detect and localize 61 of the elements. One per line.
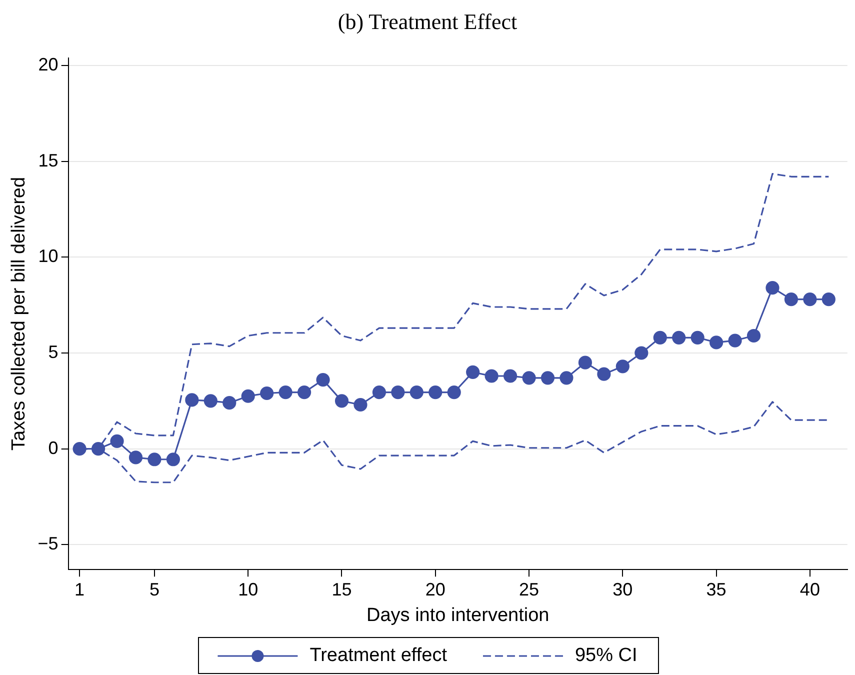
- point: [354, 398, 368, 412]
- point: [540, 371, 555, 385]
- point: [372, 385, 386, 400]
- point: [166, 452, 180, 466]
- chart-title: (b) Treatment Effect: [336, 8, 518, 36]
- point: [746, 328, 761, 343]
- x-tick-label: 20: [425, 579, 446, 600]
- x-tick-label: 25: [519, 579, 540, 600]
- point: [391, 385, 405, 400]
- point: [204, 394, 218, 408]
- x-tick-label: 35: [706, 579, 726, 600]
- point: [278, 385, 292, 400]
- point: [578, 356, 592, 370]
- point: [484, 369, 498, 383]
- point: [260, 386, 274, 400]
- point: [522, 371, 536, 385]
- point: [560, 371, 574, 385]
- point: [334, 394, 349, 408]
- point: [447, 385, 461, 400]
- point: [72, 442, 86, 456]
- point: [504, 369, 518, 383]
- x-tick-label: 30: [612, 579, 633, 600]
- point: [148, 452, 162, 466]
- y-tick-label: 10: [38, 246, 58, 266]
- y-tick-label: 5: [48, 342, 58, 362]
- point: [728, 334, 742, 348]
- point: [822, 292, 836, 306]
- point: [597, 367, 611, 381]
- point: [428, 385, 442, 400]
- y-tick-label: 0: [48, 438, 58, 458]
- point: [466, 365, 480, 379]
- point: [784, 292, 798, 306]
- x-tick-label: 5: [149, 579, 160, 600]
- point: [297, 385, 312, 400]
- point: [672, 330, 686, 344]
- point: [110, 434, 124, 448]
- x-tick-label: 1: [74, 579, 85, 600]
- y-axis-title: Taxes collected per bill delivered: [8, 176, 30, 450]
- point: [803, 292, 817, 306]
- point: [91, 442, 106, 456]
- x-tick-label: 10: [238, 579, 258, 600]
- point: [316, 373, 330, 387]
- point: [185, 393, 199, 407]
- y-tick-label: −5: [38, 534, 58, 554]
- x-tick-label: 40: [800, 579, 820, 600]
- point: [241, 389, 255, 403]
- x-axis-title: Days into intervention: [366, 604, 550, 626]
- point: [653, 330, 667, 344]
- point: [616, 360, 630, 374]
- y-tick-label: 20: [38, 54, 58, 74]
- x-tick-label: 15: [332, 579, 352, 600]
- point: [766, 281, 780, 295]
- y-tick-label: 15: [38, 150, 58, 170]
- point: [128, 450, 143, 464]
- point: [410, 385, 424, 400]
- legend-label: Treatment effect: [310, 645, 448, 666]
- point: [690, 330, 704, 344]
- legend-label: 95% CI: [574, 645, 638, 666]
- point: [710, 336, 724, 350]
- point: [634, 346, 648, 360]
- point: [222, 396, 236, 410]
